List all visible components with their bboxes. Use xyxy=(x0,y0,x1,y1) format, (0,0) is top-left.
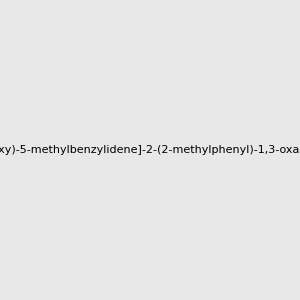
Text: 4-[2-(benzyloxy)-5-methylbenzylidene]-2-(2-methylphenyl)-1,3-oxazol-5(4H)-one: 4-[2-(benzyloxy)-5-methylbenzylidene]-2-… xyxy=(0,145,300,155)
